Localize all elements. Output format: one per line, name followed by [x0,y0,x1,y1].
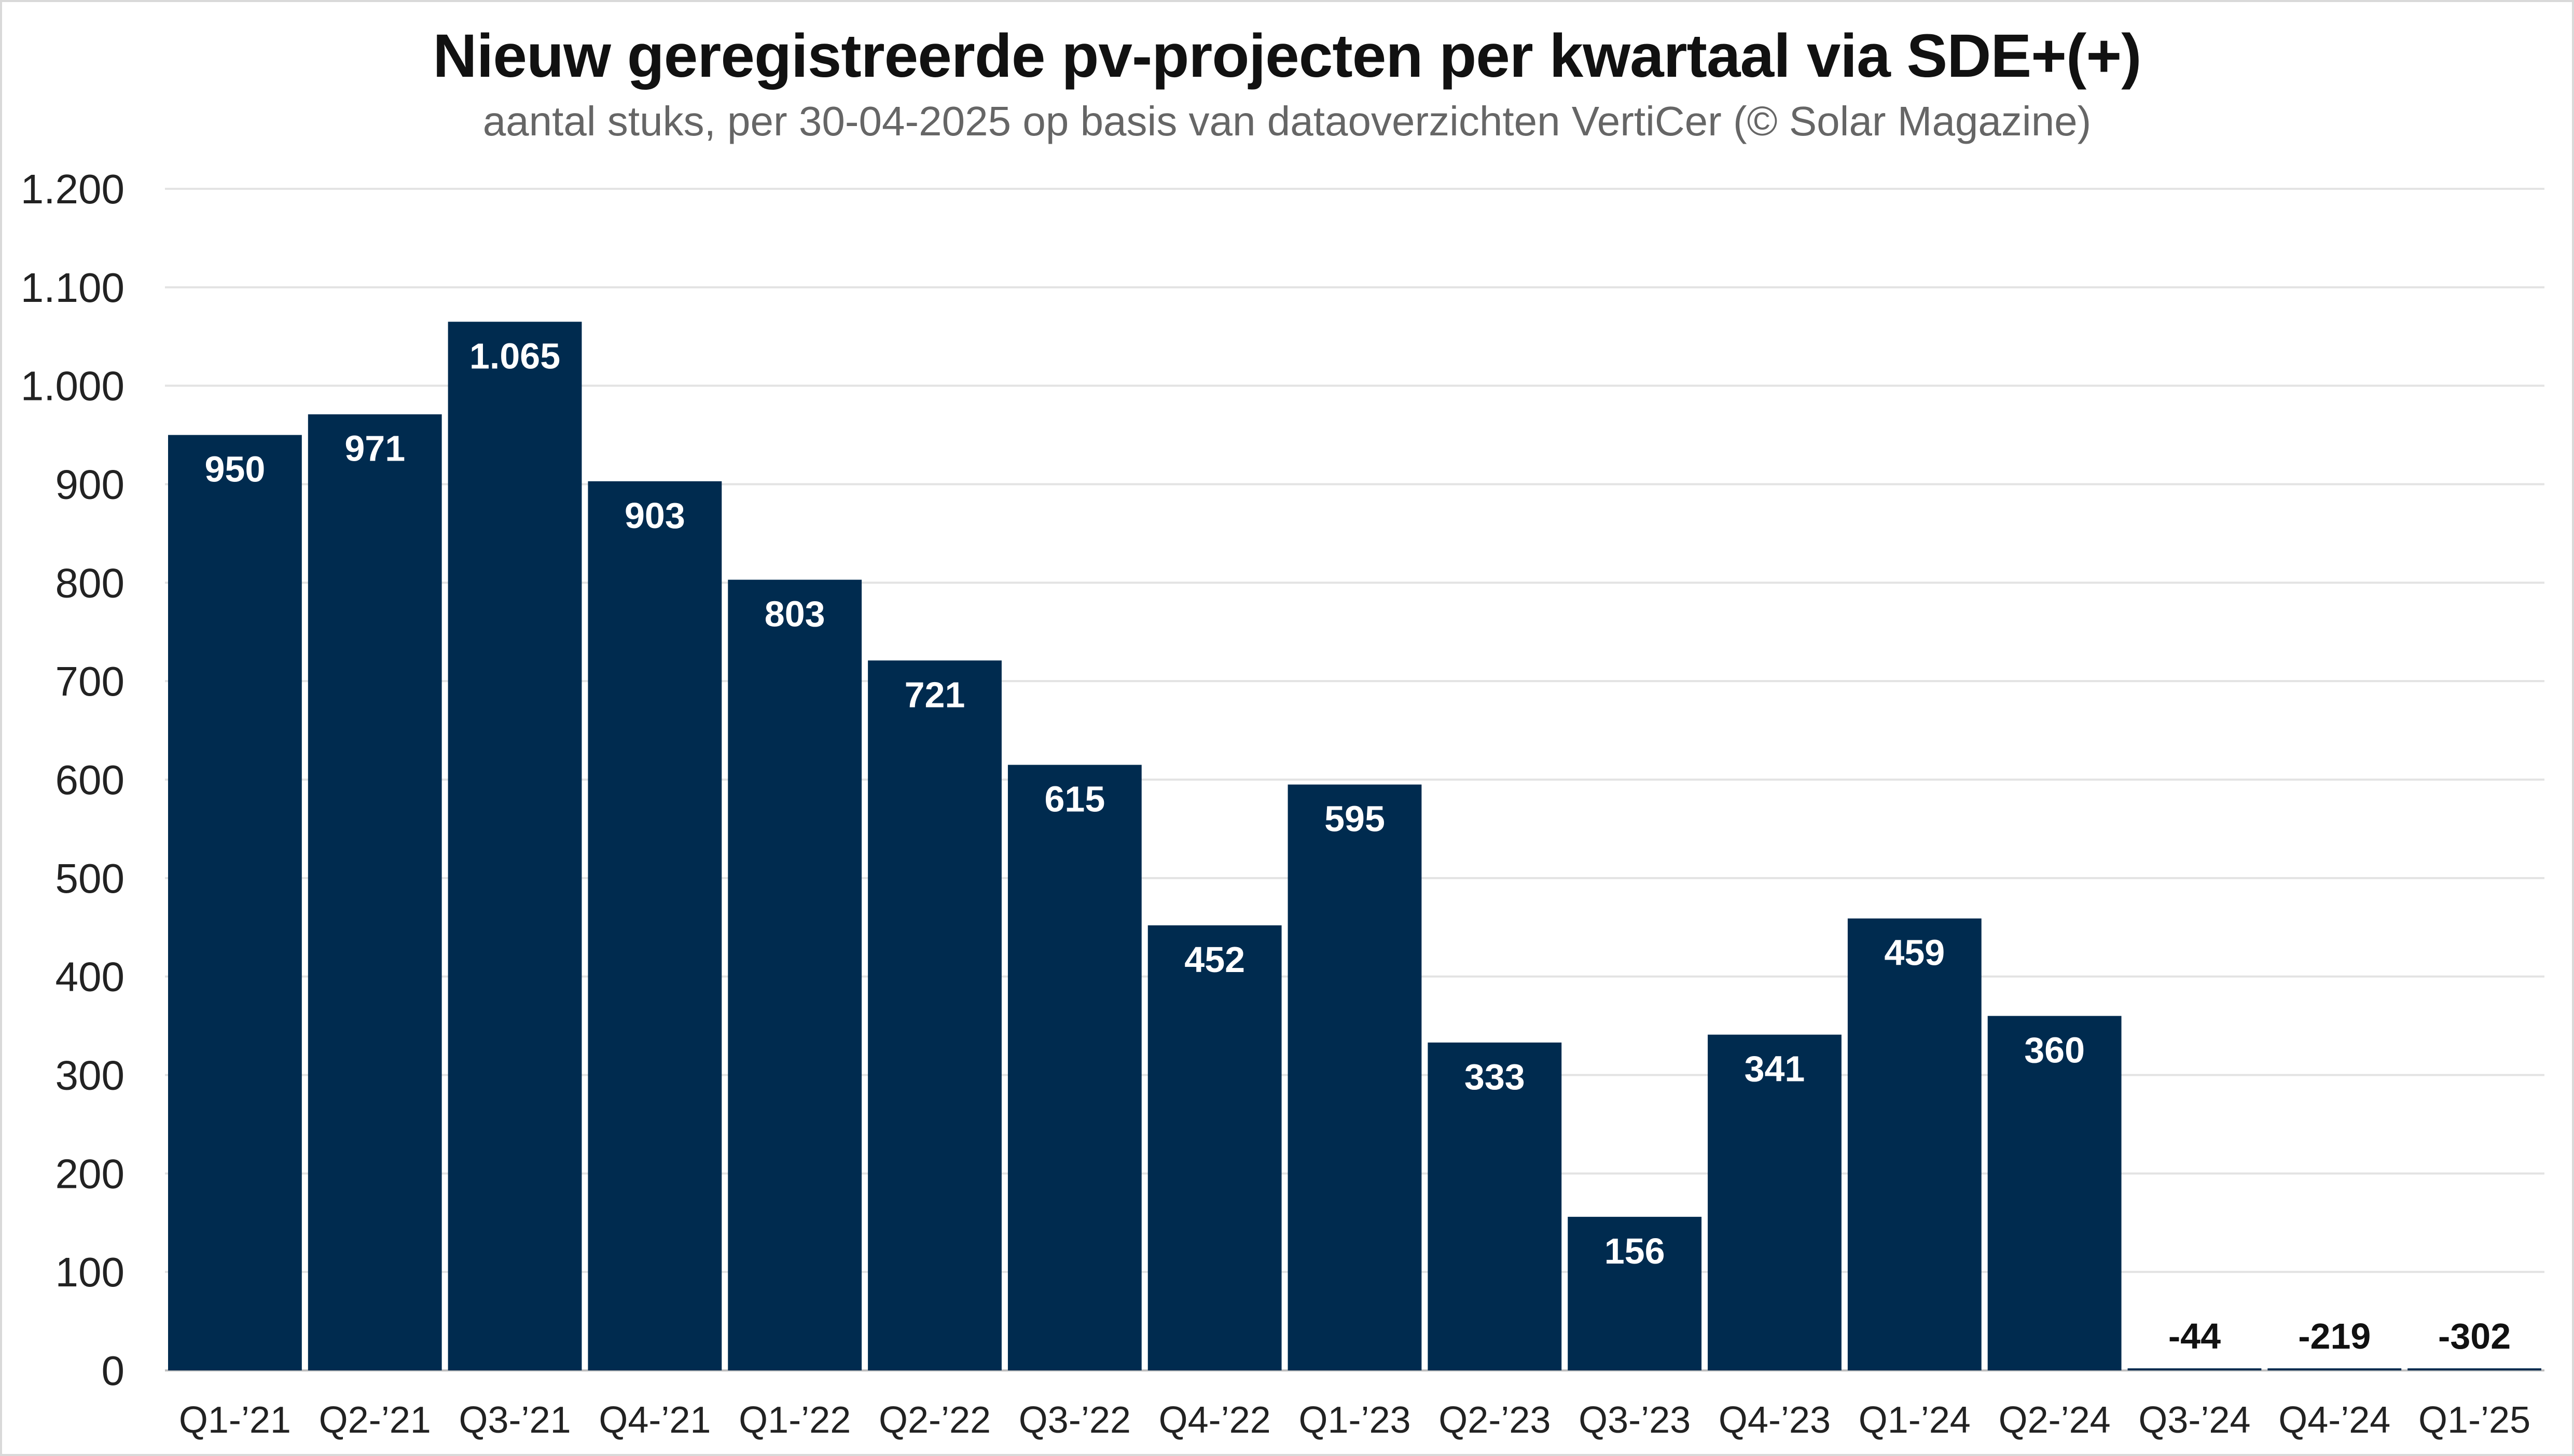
bar [1007,765,1142,1370]
data-label: 360 [2024,1030,2085,1071]
x-tick-label: Q1-’23 [1298,1399,1410,1441]
y-tick-label: 900 [56,462,124,508]
x-tick-label: Q4-’23 [1719,1399,1831,1441]
y-tick-label: 1.000 [21,363,124,409]
data-label: 1.065 [469,336,560,376]
x-axis-labels: Q1-’21 Q2-’21 Q3-’21 Q4-’21 Q1-’22 Q2-’22 Q3-’… [179,1399,2530,1441]
bar [588,481,722,1371]
data-label: -302 [2438,1316,2511,1356]
data-label: 615 [1044,779,1105,820]
bar [2407,1368,2541,1370]
data-label: 333 [1464,1057,1525,1097]
x-tick-label: Q1-’21 [179,1399,291,1441]
data-label: 721 [905,674,965,715]
x-tick-label: Q1-’24 [1859,1399,1971,1441]
chart-subtitle: aantal stuks, per 30-04-2025 op basis va… [482,98,2092,144]
x-tick-label: Q4-’21 [599,1399,711,1441]
data-label: 903 [625,495,685,536]
y-tick-label: 0 [102,1348,125,1394]
y-tick-label: 100 [56,1249,124,1295]
bar [1147,925,1282,1370]
x-tick-label: Q1-’25 [2418,1399,2530,1441]
x-tick-label: Q3-’23 [1579,1399,1691,1441]
x-tick-label: Q3-’21 [459,1399,571,1441]
x-tick-label: Q3-’22 [1019,1399,1131,1441]
data-labels: 950 971 1.065 903 803 721 615 452 595 333 156 341 45… [205,336,2511,1356]
x-tick-label: Q2-’22 [879,1399,991,1441]
data-label: 595 [1324,798,1385,839]
chart-title: Nieuw geregistreerde pv-projecten per kw… [433,22,2141,90]
bar [868,660,1002,1370]
x-tick-label: Q3-’24 [2138,1399,2250,1441]
data-label: 950 [205,449,266,490]
y-tick-label: 1.200 [21,166,124,212]
bar [1568,1216,1702,1370]
data-label: 803 [765,594,825,634]
bar [1288,784,1422,1370]
y-tick-label: 400 [56,954,124,1000]
bar [168,435,302,1371]
bar [308,414,442,1371]
data-label: 341 [1745,1049,1805,1089]
data-label: -44 [2168,1316,2221,1356]
data-label: 452 [1184,939,1245,980]
data-label: 971 [344,428,405,469]
y-tick-label: 1.100 [21,265,124,311]
bar [2127,1368,2262,1370]
x-tick-label: Q4-’24 [2278,1399,2390,1441]
data-label: 156 [1604,1231,1665,1271]
y-tick-label: 600 [56,757,124,803]
bar [1987,1016,2122,1370]
x-tick-label: Q4-’22 [1159,1399,1271,1441]
x-tick-label: Q1-’22 [739,1399,851,1441]
y-tick-label: 800 [56,560,124,606]
x-tick-label: Q2-’21 [319,1399,431,1441]
y-tick-label: 500 [56,855,124,902]
data-label: 459 [1884,933,1945,973]
data-label: -219 [2298,1316,2371,1356]
x-tick-label: Q2-’24 [1999,1399,2111,1441]
y-tick-label: 300 [56,1052,124,1099]
y-tick-label: 200 [56,1150,124,1197]
bars [168,322,2541,1371]
y-axis-labels: 0 100 200 300 400 500 600 700 800 900 1.000 1.100 1.… [21,166,124,1394]
bar [1847,918,1982,1370]
bar [728,579,862,1370]
bar [2267,1368,2402,1370]
x-tick-label: Q2-’23 [1438,1399,1551,1441]
y-tick-label: 700 [56,658,124,704]
bar [448,322,582,1370]
bar [1708,1034,1842,1370]
bar [1428,1042,1562,1370]
